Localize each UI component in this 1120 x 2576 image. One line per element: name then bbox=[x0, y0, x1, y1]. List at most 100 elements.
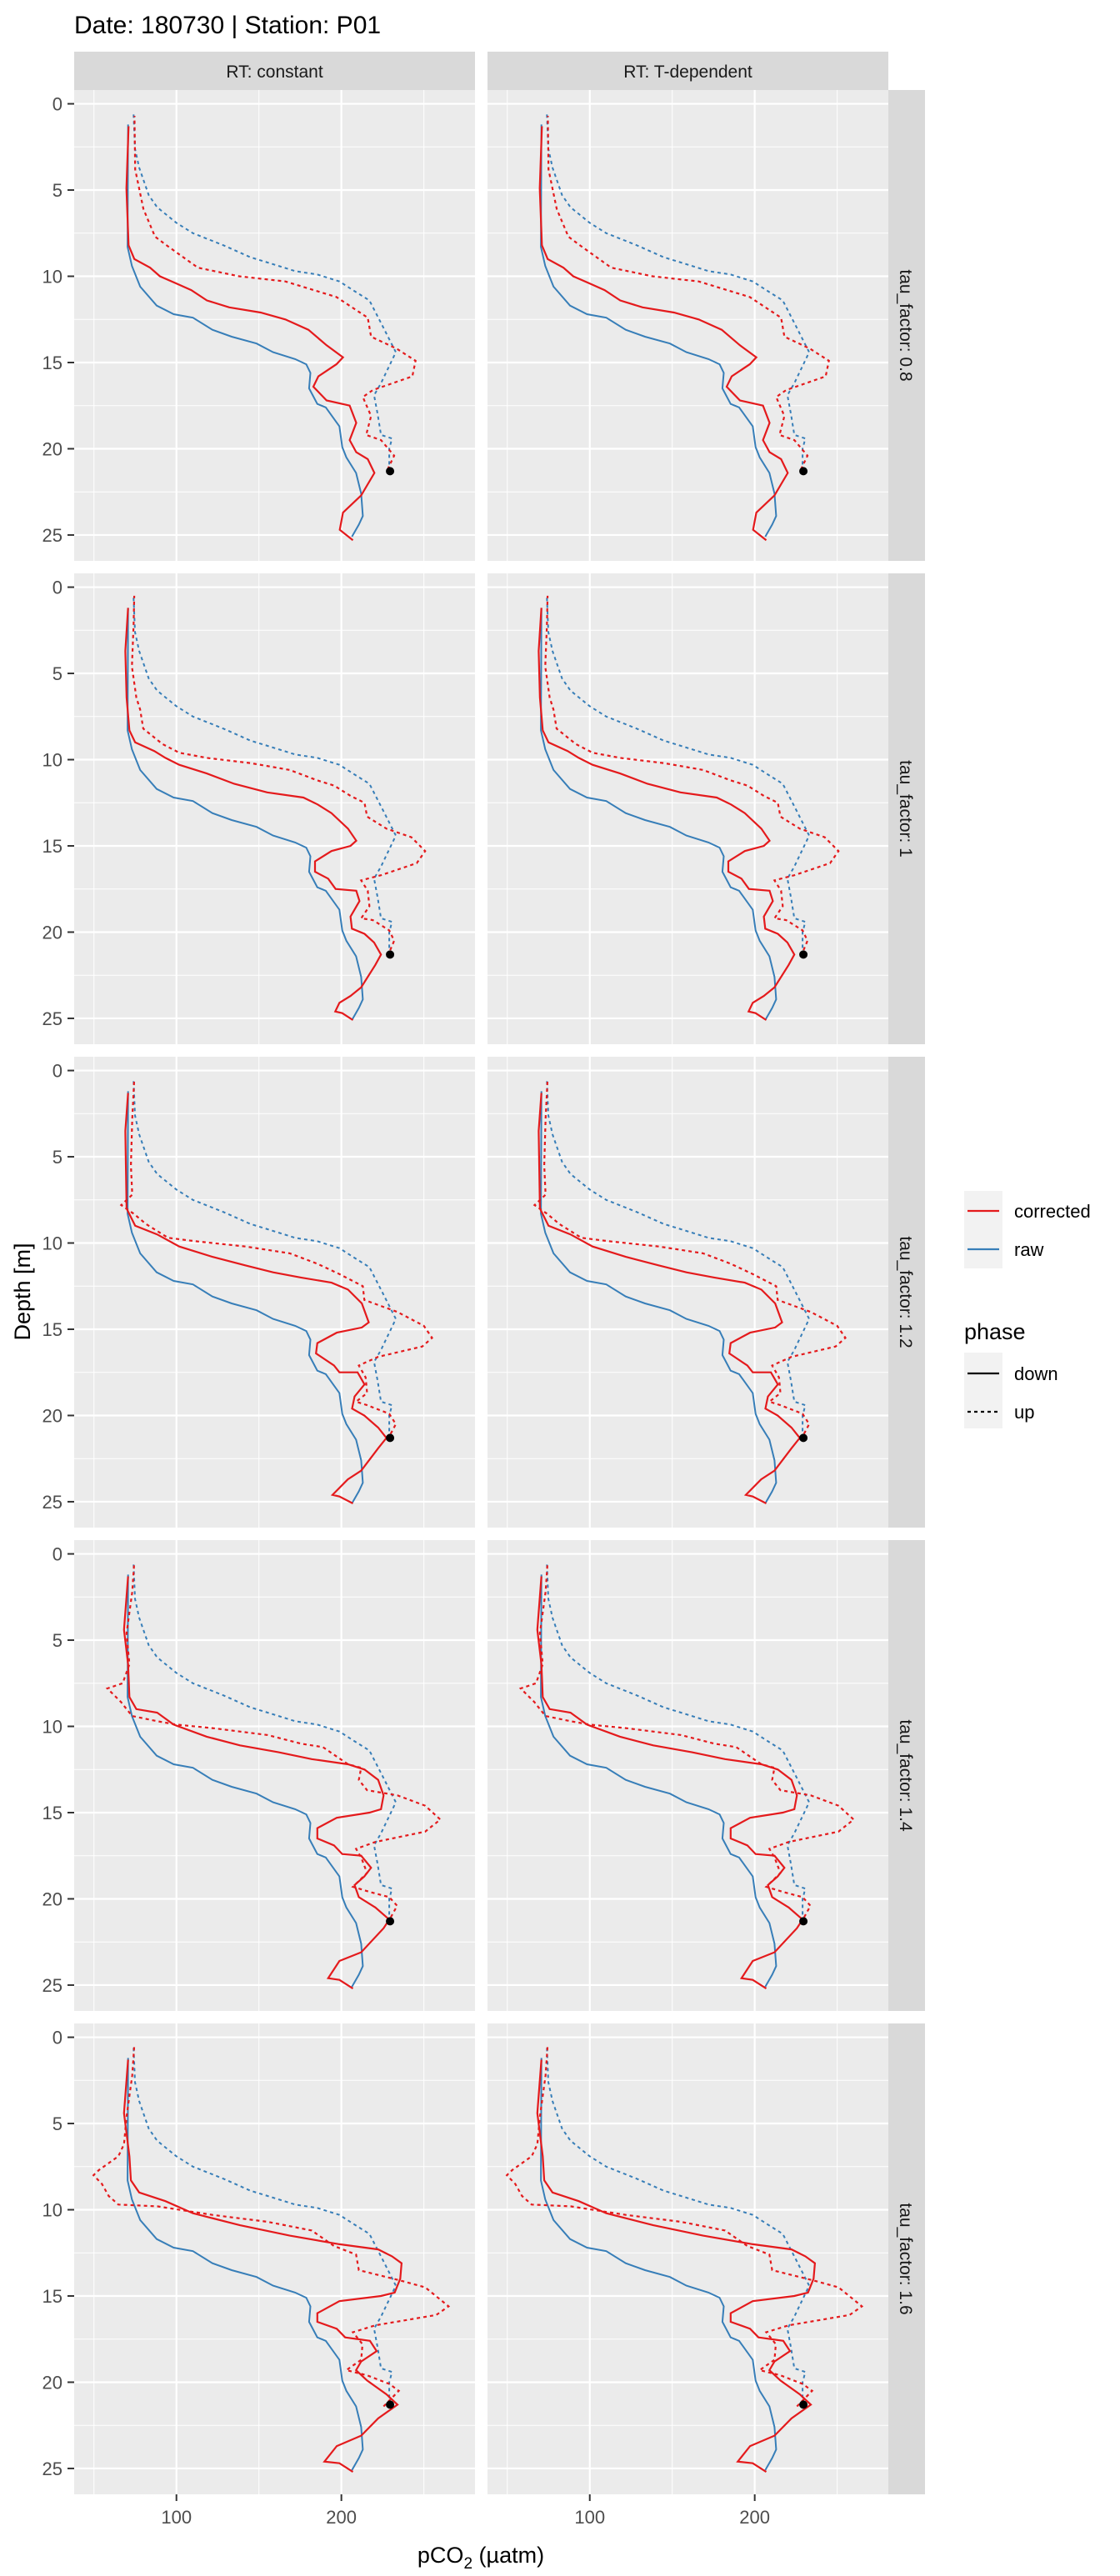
bottom-turning-point-marker bbox=[799, 2400, 808, 2409]
series-raw-down bbox=[127, 2058, 364, 2471]
panel-background bbox=[74, 2023, 475, 2494]
series-raw-up bbox=[546, 1563, 811, 1922]
x-axis-title: pCO2 (µatm) bbox=[418, 2543, 544, 2573]
facet-panel bbox=[74, 1057, 475, 1528]
y-tick-label: 20 bbox=[42, 1888, 62, 1909]
y-tick-label: 10 bbox=[42, 1233, 62, 1254]
series-raw-up bbox=[546, 113, 811, 472]
bottom-turning-point-marker bbox=[386, 1433, 395, 1443]
series-corrected-down bbox=[122, 2059, 403, 2473]
y-tick-label: 5 bbox=[52, 1147, 62, 1168]
facet-panel bbox=[74, 1540, 475, 2011]
series-corrected-down bbox=[538, 608, 796, 1021]
y-tick-label: 15 bbox=[42, 1319, 62, 1340]
series-raw-up bbox=[132, 2047, 398, 2405]
facet-panel bbox=[488, 573, 888, 1044]
series-raw-down bbox=[127, 1574, 364, 1988]
x-tick-label: 100 bbox=[574, 2507, 605, 2528]
y-tick-label: 15 bbox=[42, 836, 62, 857]
x-axis-title-subscript: 2 bbox=[463, 2555, 472, 2573]
series-corrected-up bbox=[131, 595, 427, 957]
legend-label-raw: raw bbox=[1014, 1239, 1044, 1260]
x-tick-label: 200 bbox=[326, 2507, 357, 2528]
row-strip-label: tau_factor: 1.2 bbox=[896, 1236, 915, 1348]
row-strip bbox=[888, 573, 925, 1044]
panel-background bbox=[488, 1057, 888, 1528]
row-strip-label: tau_factor: 1.4 bbox=[896, 1719, 915, 1832]
y-tick-label: 25 bbox=[42, 1008, 62, 1029]
series-raw-up bbox=[132, 1080, 398, 1438]
y-tick-label: 5 bbox=[52, 1630, 62, 1651]
series-corrected-up bbox=[92, 2045, 451, 2408]
panel-background bbox=[74, 90, 475, 561]
y-tick-label: 0 bbox=[52, 2028, 62, 2048]
panel-background bbox=[488, 573, 888, 1044]
series-corrected-down bbox=[538, 126, 789, 542]
facet-panel bbox=[74, 2023, 475, 2494]
series-corrected-down bbox=[124, 608, 382, 1021]
y-axis-title: Depth [m] bbox=[10, 1243, 35, 1340]
facet-panel bbox=[488, 1540, 888, 2011]
y-tick-label: 10 bbox=[42, 2200, 62, 2221]
panel-background bbox=[488, 1540, 888, 2011]
facet-panel bbox=[74, 573, 475, 1044]
y-tick-label: 20 bbox=[42, 1405, 62, 1426]
panel-background bbox=[74, 1057, 475, 1528]
series-raw-down bbox=[540, 608, 778, 1021]
column-strip-label: RT: T-dependent bbox=[623, 63, 752, 82]
series-raw-down bbox=[127, 124, 364, 538]
x-axis-title-unit: (µatm) bbox=[472, 2543, 544, 2568]
legend-title-phase: phase bbox=[964, 1319, 1026, 1344]
y-tick-label: 10 bbox=[42, 267, 62, 288]
panels: RT: constant RT: T-dependent tau_factor: 0… bbox=[42, 52, 925, 2528]
y-tick-label: 25 bbox=[42, 525, 62, 546]
bottom-turning-point-marker bbox=[799, 950, 808, 959]
series-raw-up bbox=[546, 597, 811, 955]
series-raw-up bbox=[546, 2047, 811, 2405]
facet-panel bbox=[488, 2023, 888, 2494]
chart-title: Date: 180730 | Station: P01 bbox=[74, 12, 381, 39]
y-tick-label: 5 bbox=[52, 663, 62, 684]
series-raw-down bbox=[540, 1574, 778, 1988]
facet-panel bbox=[74, 90, 475, 561]
facet-panel bbox=[488, 1057, 888, 1528]
panel-background bbox=[488, 2023, 888, 2494]
y-tick-label: 15 bbox=[42, 2286, 62, 2307]
legend: corrected raw phase down up bbox=[964, 1191, 1091, 1428]
bottom-turning-point-marker bbox=[386, 467, 395, 476]
y-tick-label: 20 bbox=[42, 438, 62, 459]
series-raw-down bbox=[540, 124, 778, 538]
series-raw-up bbox=[546, 1080, 811, 1438]
series-corrected-down bbox=[124, 1093, 388, 1504]
series-corrected-up bbox=[544, 595, 840, 957]
y-tick-label: 15 bbox=[42, 353, 62, 373]
y-tick-label: 25 bbox=[42, 1975, 62, 1996]
panel-background bbox=[74, 1540, 475, 2011]
legend-label-corrected: corrected bbox=[1014, 1201, 1091, 1222]
legend-color-key-background bbox=[964, 1191, 1002, 1268]
bottom-turning-point-marker bbox=[799, 1433, 808, 1443]
row-strip bbox=[888, 1057, 925, 1528]
legend-linetype-key-background bbox=[964, 1353, 1002, 1428]
series-corrected-up bbox=[532, 1078, 847, 1441]
y-tick-label: 0 bbox=[52, 94, 62, 115]
y-tick-label: 0 bbox=[52, 1544, 62, 1565]
series-raw-down bbox=[127, 608, 364, 1021]
panel-background bbox=[74, 573, 475, 1044]
facet-panel bbox=[488, 90, 888, 561]
x-axis-title-main: pCO bbox=[418, 2543, 464, 2568]
bottom-turning-point-marker bbox=[799, 467, 808, 476]
y-tick-label: 20 bbox=[42, 922, 62, 943]
bottom-turning-point-marker bbox=[386, 1917, 395, 1926]
y-tick-label: 5 bbox=[52, 180, 62, 201]
series-raw-up bbox=[132, 1563, 398, 1922]
x-tick-label: 100 bbox=[161, 2507, 192, 2528]
series-corrected-up bbox=[505, 2045, 864, 2408]
series-raw-down bbox=[127, 1091, 364, 1504]
bottom-turning-point-marker bbox=[386, 950, 395, 959]
row-strip bbox=[888, 1540, 925, 2011]
series-raw-up bbox=[132, 597, 398, 955]
y-tick-label: 15 bbox=[42, 1803, 62, 1823]
legend-label-down: down bbox=[1014, 1363, 1058, 1384]
